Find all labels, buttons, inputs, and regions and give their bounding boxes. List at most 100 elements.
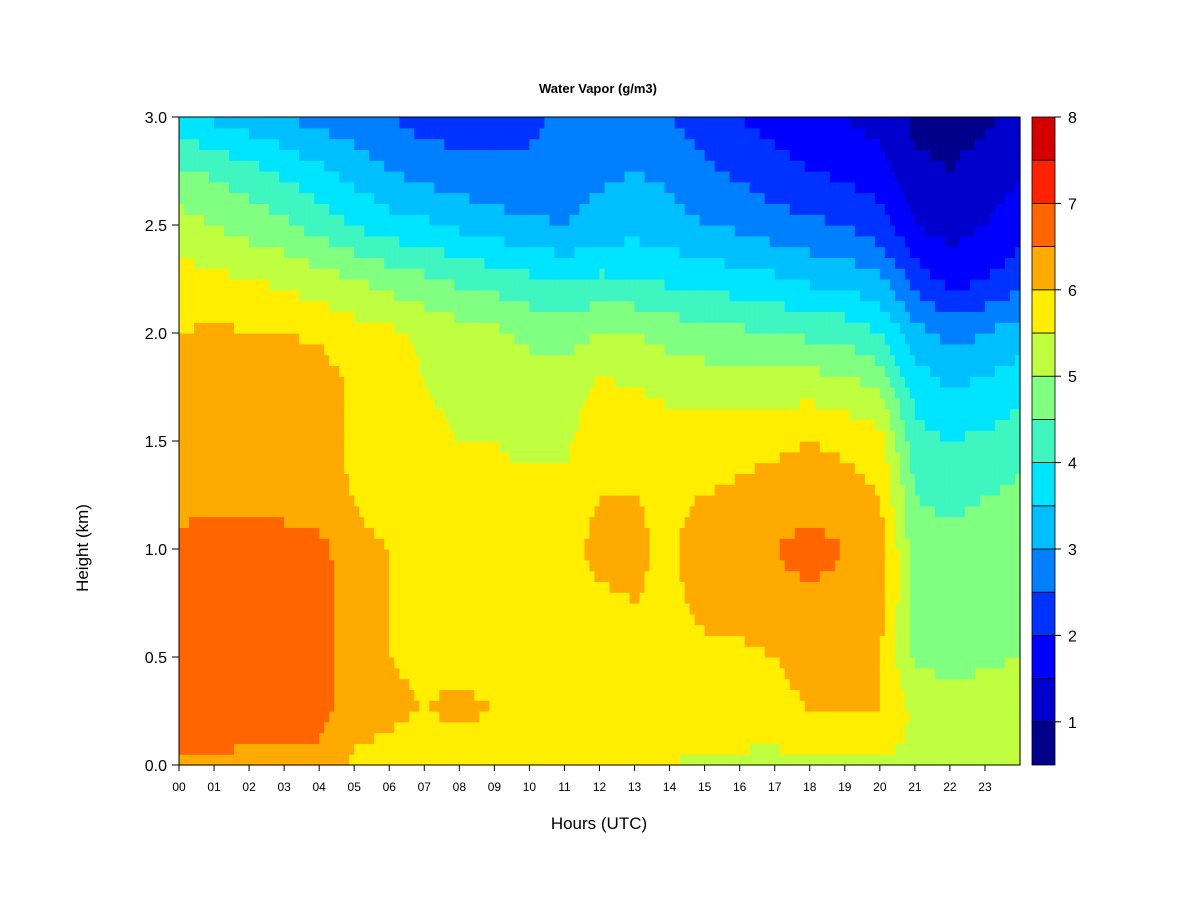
heatmap-cell	[504, 246, 510, 258]
heatmap-cell	[184, 279, 190, 291]
heatmap-cell	[509, 754, 515, 766]
heatmap-cell	[429, 538, 435, 550]
heatmap-cell	[444, 257, 450, 269]
heatmap-cell	[419, 657, 425, 669]
heatmap-cell	[584, 495, 591, 507]
heatmap-cell	[454, 225, 460, 237]
heatmap-cell	[309, 333, 315, 345]
heatmap-cell	[314, 441, 320, 453]
heatmap-cell	[369, 721, 375, 734]
heatmap-cell	[459, 214, 465, 226]
heatmap-cell	[389, 559, 395, 572]
heatmap-cell	[534, 689, 541, 701]
heatmap-cell	[249, 732, 255, 744]
heatmap-cell	[309, 657, 315, 669]
heatmap-cell	[239, 646, 245, 658]
heatmap-cell	[404, 667, 410, 680]
heatmap-cell	[369, 192, 375, 204]
heatmap-cell	[244, 268, 250, 280]
heatmap-cell	[204, 667, 210, 680]
heatmap-cell	[474, 549, 480, 561]
heatmap-cell	[284, 225, 290, 237]
heatmap-cell	[349, 365, 355, 377]
heatmap-cell	[544, 527, 551, 539]
heatmap-cell	[514, 225, 521, 237]
heatmap-cell	[359, 484, 365, 496]
heatmap-cell	[514, 246, 521, 258]
heatmap-cell	[254, 635, 260, 647]
heatmap-cell	[184, 592, 190, 604]
heatmap-cell	[589, 635, 596, 647]
heatmap-cell	[404, 527, 410, 539]
heatmap-cell	[519, 549, 526, 561]
heatmap-cell	[454, 527, 460, 539]
heatmap-cell	[429, 678, 435, 690]
heatmap-cell	[214, 527, 220, 539]
heatmap-cell	[499, 127, 505, 140]
heatmap-cell	[259, 516, 265, 528]
heatmap-cell	[394, 289, 400, 302]
heatmap-cell	[209, 689, 215, 701]
heatmap-cell	[299, 160, 305, 172]
heatmap-cell	[499, 117, 505, 129]
heatmap-cell	[239, 225, 245, 237]
heatmap-cell	[429, 127, 435, 140]
heatmap-cell	[439, 279, 445, 291]
heatmap-cell	[524, 311, 531, 323]
heatmap-cell	[569, 311, 576, 323]
heatmap-cell	[534, 646, 541, 658]
heatmap-cell	[394, 430, 400, 442]
heatmap-cell	[584, 343, 591, 356]
heatmap-cell	[399, 678, 405, 690]
heatmap-cell	[584, 667, 591, 680]
heatmap-cell	[429, 311, 435, 323]
heatmap-cell	[309, 203, 315, 215]
heatmap-cell	[334, 235, 340, 248]
heatmap-cell	[324, 462, 330, 474]
heatmap-cell	[489, 430, 495, 442]
heatmap-cell	[454, 505, 460, 518]
heatmap-cell	[184, 117, 190, 129]
heatmap-cell	[179, 354, 185, 366]
heatmap-cell	[584, 279, 591, 291]
heatmap-cell	[284, 192, 290, 204]
heatmap-cell	[209, 754, 215, 766]
heatmap-cell	[249, 603, 255, 615]
heatmap-cell	[264, 397, 270, 410]
heatmap-cell	[479, 657, 485, 669]
heatmap-cell	[414, 570, 420, 582]
heatmap-cell	[389, 505, 395, 518]
heatmap-cell	[519, 289, 526, 302]
heatmap-cell	[359, 711, 365, 723]
heatmap-cell	[199, 430, 205, 442]
heatmap-cell	[314, 289, 320, 302]
heatmap-cell	[184, 376, 190, 388]
heatmap-cell	[524, 171, 531, 183]
heatmap-cell	[329, 268, 335, 280]
heatmap-cell	[459, 549, 465, 561]
heatmap-cell	[354, 592, 360, 604]
heatmap-cell	[514, 289, 521, 302]
heatmap-cell	[504, 667, 510, 680]
heatmap-cell	[339, 516, 345, 528]
heatmap-cell	[289, 419, 295, 431]
heatmap-cell	[379, 246, 385, 258]
heatmap-cell	[569, 203, 576, 215]
heatmap-cell	[279, 365, 285, 377]
heatmap-cell	[569, 592, 576, 604]
heatmap-cell	[404, 754, 410, 766]
heatmap-cell	[504, 527, 510, 539]
heatmap-cell	[564, 419, 571, 431]
heatmap-cell	[249, 559, 255, 572]
heatmap-cell	[514, 322, 521, 334]
heatmap-cell	[309, 473, 315, 485]
heatmap-cell	[589, 732, 596, 744]
heatmap-cell	[184, 333, 190, 345]
heatmap-cell	[214, 365, 220, 377]
heatmap-cell	[559, 279, 566, 291]
heatmap-cell	[274, 246, 280, 258]
heatmap-cell	[474, 678, 480, 690]
heatmap-cell	[214, 505, 220, 518]
heatmap-cell	[444, 235, 450, 248]
heatmap-cell	[319, 700, 325, 712]
